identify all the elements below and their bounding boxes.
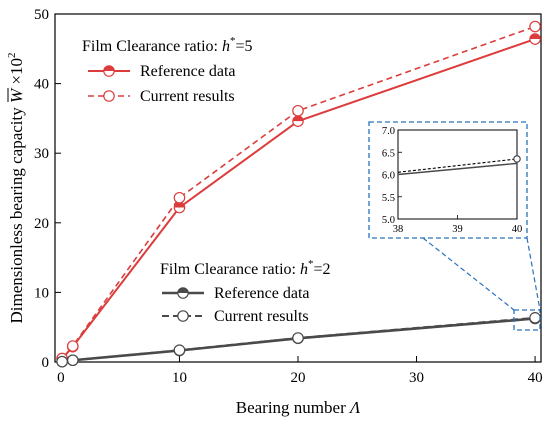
inset-series-line-0 xyxy=(397,162,518,176)
data-point-1-1-1 xyxy=(66,354,79,367)
inset-x-tick-label: 40 xyxy=(512,224,523,235)
legend-marker-current-h5 xyxy=(103,90,115,102)
inset-y-tick-label: 6.5 xyxy=(382,148,395,159)
legend-label-reference-h2: Reference data xyxy=(214,285,309,302)
zoom-projection-line-left xyxy=(422,237,515,311)
x-tick-label: 40 xyxy=(528,370,543,386)
data-point-0-0-2 xyxy=(173,201,186,214)
inset-y-tick-label: 5.5 xyxy=(382,193,395,204)
y-tick-label: 10 xyxy=(34,285,49,301)
legend-marker-dot xyxy=(177,310,189,322)
inset-point-current xyxy=(513,155,521,163)
data-point-0-0-4 xyxy=(529,33,541,45)
y-tick-label: 40 xyxy=(34,77,49,93)
inset-y-tick-label: 6.0 xyxy=(382,171,395,182)
legend-group-title-h5: Film Clearance ratio: h*=5 xyxy=(82,35,252,55)
y-tick-label: 20 xyxy=(34,216,49,232)
inset-y-tick-label: 5.0 xyxy=(382,215,395,226)
zoom-region-box xyxy=(513,309,541,331)
x-tick-label: 30 xyxy=(409,370,424,386)
legend-label-current-h5: Current results xyxy=(140,88,235,105)
x-tick-label: 10 xyxy=(172,370,187,386)
main-axis-ticks: 0 10 20 30 40 0 10 20 30 40 50 xyxy=(34,7,543,386)
data-point-0-1-1 xyxy=(66,340,79,352)
legend-marker-dot xyxy=(103,65,115,77)
inset-axis-ticks: 38 39 40 5.0 5.5 6.0 6.5 7.0 xyxy=(382,126,522,235)
x-tick-label: 0 xyxy=(57,370,65,386)
legend-label-reference-h5: Reference data xyxy=(140,63,235,80)
legend-marker-dot xyxy=(103,90,115,102)
data-point-0-0-3 xyxy=(292,115,304,127)
data-point-0-1-4 xyxy=(529,20,541,33)
legend-marker-reference-h5 xyxy=(103,65,115,77)
y-tick-label: 30 xyxy=(34,146,49,162)
inset-x-tick-label: 38 xyxy=(393,224,404,235)
inset-series-layer xyxy=(397,155,521,176)
zoom-projection-line-right xyxy=(526,237,541,311)
legend-marker-reference-h2 xyxy=(177,287,189,299)
y-tick-label: 0 xyxy=(42,355,50,371)
x-axis-label: Bearing number Λ xyxy=(236,398,361,417)
legend-marker-dot xyxy=(177,287,189,299)
legend-marker-current-h2 xyxy=(177,310,189,322)
y-axis-label: Dimensionless bearing capacity W ×102 xyxy=(6,53,26,324)
data-point-1-1-3 xyxy=(292,332,304,344)
data-point-0-1-3 xyxy=(292,104,304,117)
y-tick-label: 50 xyxy=(34,7,49,23)
data-point-0-1-2 xyxy=(173,191,186,204)
data-point-1-1-0 xyxy=(56,355,68,368)
svg-text:Dimensionless bearing capacity: Dimensionless bearing capacity W ×102 xyxy=(6,53,26,324)
inset-x-tick-label: 39 xyxy=(452,224,463,235)
legend-label-current-h2: Current results xyxy=(214,308,309,325)
data-point-1-1-4 xyxy=(529,312,541,324)
x-tick-label: 20 xyxy=(291,370,306,386)
legend-group-title-h2: Film Clearance ratio: h*=2 xyxy=(160,258,330,278)
inset-y-tick-label: 7.0 xyxy=(382,126,395,137)
data-point-1-1-2 xyxy=(173,344,186,356)
main-series-layer xyxy=(56,20,541,368)
